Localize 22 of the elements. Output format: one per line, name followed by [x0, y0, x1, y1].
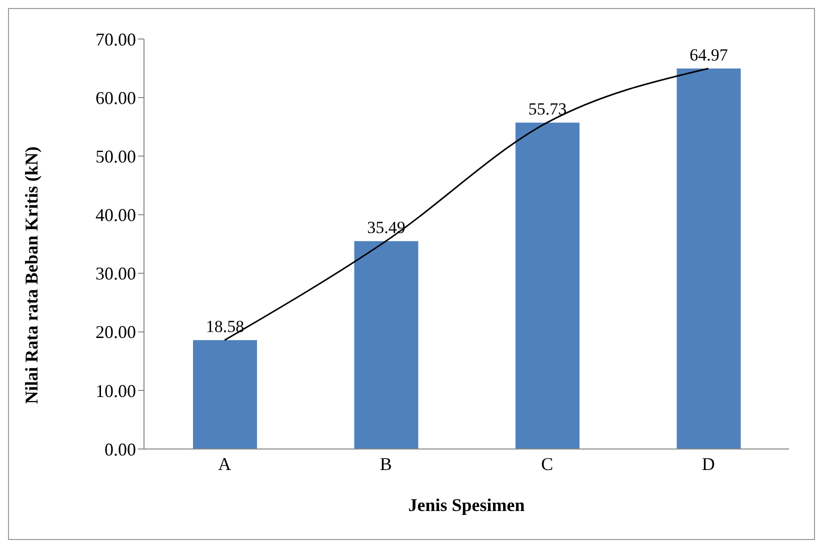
data-label: 64.97: [690, 45, 728, 64]
bar: [676, 68, 741, 449]
x-axis-title: Jenis Spesimen: [408, 495, 525, 515]
y-axis-title: Nilai Rata rata Beban Kritis (kN): [21, 146, 42, 404]
y-tick-label: 40.00: [96, 205, 136, 226]
y-tick-label: 60.00: [96, 88, 136, 108]
x-tick-label: D: [702, 454, 715, 474]
y-tick-label: 30.00: [96, 264, 136, 284]
y-tick-label: 50.00: [96, 146, 136, 167]
y-tick-label: 10.00: [96, 380, 136, 401]
bar: [193, 340, 257, 449]
x-tick-label: B: [380, 454, 392, 474]
data-label: 18.58: [206, 317, 244, 336]
y-tick-label: 0.00: [104, 439, 136, 460]
bar: [354, 241, 418, 449]
data-label: 55.73: [528, 100, 567, 119]
data-label: 35.49: [367, 218, 406, 238]
bar: [516, 122, 580, 449]
x-tick-label: C: [541, 454, 554, 474]
x-tick-label: A: [218, 454, 232, 474]
y-tick-label: 70.00: [96, 29, 136, 50]
y-tick-label: 20.00: [96, 322, 136, 342]
